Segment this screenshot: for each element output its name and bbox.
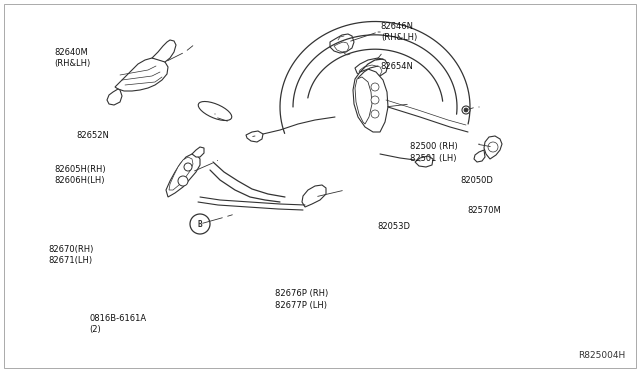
Text: B: B [198,219,202,228]
Polygon shape [474,150,485,162]
Circle shape [190,214,210,234]
Polygon shape [330,34,354,53]
Text: 82670(RH)
82671(LH): 82670(RH) 82671(LH) [48,245,93,265]
Circle shape [184,163,192,171]
Polygon shape [246,131,263,142]
Text: 82640M
(RH&LH): 82640M (RH&LH) [54,48,91,68]
Circle shape [371,83,379,91]
Text: R825004H: R825004H [578,351,625,360]
Polygon shape [192,147,204,157]
Circle shape [462,106,470,114]
Text: 0816B-6161A
(2): 0816B-6161A (2) [90,314,147,334]
Text: 82676P (RH)
82677P (LH): 82676P (RH) 82677P (LH) [275,289,328,310]
Circle shape [488,142,498,152]
Polygon shape [484,136,502,159]
Polygon shape [169,157,193,190]
Circle shape [464,108,468,112]
Polygon shape [334,42,349,52]
Polygon shape [355,77,372,124]
Polygon shape [107,89,122,105]
Text: 82053D: 82053D [378,222,411,231]
Polygon shape [198,102,232,121]
Text: 82500 (RH)
82501 (LH): 82500 (RH) 82501 (LH) [410,142,458,163]
Circle shape [178,176,188,186]
Circle shape [371,110,379,118]
Polygon shape [353,69,388,132]
Polygon shape [355,58,388,78]
Polygon shape [359,65,382,76]
Circle shape [371,96,379,104]
Polygon shape [166,154,200,197]
Text: 82605H(RH)
82606H(LH): 82605H(RH) 82606H(LH) [54,165,106,185]
Polygon shape [302,185,326,207]
Polygon shape [415,156,433,167]
Text: 82654N: 82654N [381,62,413,71]
Polygon shape [152,40,176,62]
Text: 82646N
(RH&LH): 82646N (RH&LH) [381,22,417,42]
Text: 82050D: 82050D [461,176,493,185]
Text: 82652N: 82652N [77,131,109,140]
Polygon shape [115,58,168,91]
Text: 82570M: 82570M [467,206,501,215]
